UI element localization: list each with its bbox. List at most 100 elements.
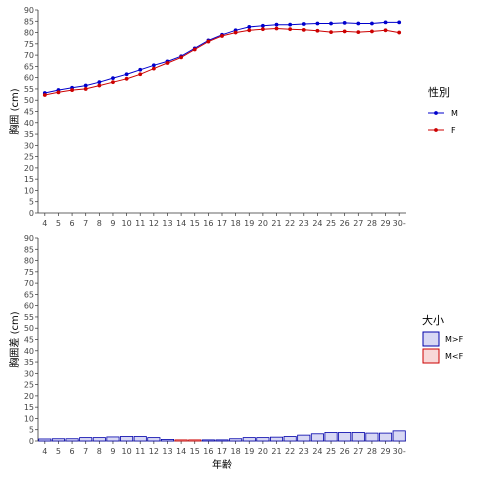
x-tick-label: 4 [42, 447, 47, 456]
x-tick-label: 28 [367, 219, 377, 228]
data-point-M [97, 80, 102, 85]
bar [297, 434, 311, 442]
x-tick-label: 15 [190, 447, 200, 456]
data-point-F [274, 26, 279, 31]
x-ticks: 4 5 6 7 8 9 10 11 12 13 14 15 16 17 18 19 20 21 22 23 24 25 26… [42, 213, 406, 228]
y-tick-label: 55 [24, 85, 34, 94]
data-point-F [179, 55, 184, 60]
x-tick-label: 17 [217, 219, 227, 228]
y-tick-label: 20 [24, 392, 34, 401]
data-point-F [397, 30, 402, 35]
y-tick-label: 60 [24, 74, 34, 83]
data-point-F [220, 34, 224, 38]
bar [160, 439, 175, 442]
x-tick-label: 19 [244, 447, 254, 456]
bar [65, 438, 79, 442]
y-tick-label: 85 [24, 245, 34, 254]
x-tick-label: 12 [149, 219, 159, 228]
y-tick-label: 90 [24, 234, 34, 243]
data-point-F [56, 90, 61, 95]
legend: 大小 M>F M<F [422, 313, 464, 364]
data-point-M [151, 63, 156, 68]
legend-label-F: F [451, 126, 456, 135]
legend-key-point-F [434, 128, 438, 132]
legend-label: M<F [445, 352, 464, 361]
y-tick-label: 50 [24, 96, 34, 105]
data-point-F [151, 66, 156, 71]
bar [365, 432, 379, 442]
y-tick-label: 30 [24, 141, 34, 150]
y-tick-label: 0 [29, 209, 34, 218]
y-tick-label: 50 [24, 324, 34, 333]
data-point-M [288, 22, 293, 27]
x-tick-label: 20 [258, 219, 268, 228]
x-tick-label: 26 [340, 447, 350, 456]
data-point-F [247, 28, 252, 33]
data-point-M [274, 22, 279, 27]
y-tick-label: 90 [24, 6, 34, 15]
y-tick-label: 45 [24, 108, 34, 117]
data-point-M [83, 83, 88, 88]
data-point-M [301, 22, 306, 26]
data-point-M [383, 20, 388, 25]
bar [351, 432, 365, 442]
x-tick-label: 24 [312, 447, 322, 456]
y-tick-label: 80 [24, 29, 34, 38]
x-tick-label: 10 [121, 219, 131, 228]
x-tick-label: 9 [110, 219, 115, 228]
bar [201, 439, 215, 442]
y-tick-label: 15 [24, 403, 34, 412]
legend-key-box [422, 331, 440, 347]
y-tick-label: 65 [24, 62, 34, 71]
legend: 性別 MF [428, 85, 458, 135]
bar [256, 437, 270, 442]
y-axis-title: 胸囲差 (cm) [8, 311, 21, 367]
data-point-M [397, 20, 402, 25]
data-point-F [260, 27, 265, 32]
x-tick-label: 23 [299, 447, 309, 456]
x-tick-label: 6 [70, 219, 75, 228]
data-point-F [83, 87, 88, 91]
x-tick-label: 25 [326, 219, 336, 228]
y-tick-label: 0 [29, 437, 34, 446]
y-tick-label: 40 [24, 347, 34, 356]
y-axis-title: 胸囲 (cm) [8, 88, 21, 134]
x-axis-title: 年齢 [212, 458, 232, 471]
x-tick-label: 27 [353, 219, 363, 228]
y-tick-label: 10 [24, 186, 34, 195]
x-tick-label: 13 [162, 447, 172, 456]
data-point-M [247, 25, 252, 29]
x-tick-label: 6 [70, 447, 75, 456]
y-tick-label: 80 [24, 257, 34, 266]
y-tick-label: 55 [24, 313, 34, 322]
data-point-F [111, 80, 115, 85]
data-point-F [42, 93, 47, 97]
x-tick-label: 11 [135, 447, 145, 456]
series-group [42, 20, 402, 97]
x-tick-label: 16 [203, 219, 213, 228]
bar [188, 439, 202, 442]
y-tick-label: 35 [24, 358, 34, 367]
y-tick-label: 30 [24, 369, 34, 378]
data-point-F [206, 39, 211, 44]
data-point-F [288, 27, 293, 32]
x-tick-label: 29 [380, 219, 390, 228]
y-tick-label: 70 [24, 51, 34, 60]
bar [38, 438, 52, 442]
data-point-F [383, 28, 388, 33]
x-tick-label: 17 [217, 447, 227, 456]
bar [215, 439, 229, 442]
x-tick-label: 5 [56, 447, 61, 456]
y-tick-label: 25 [24, 153, 34, 162]
x-tick-label: 10 [121, 447, 131, 456]
y-tick-label: 35 [24, 130, 34, 139]
data-point-M [342, 20, 347, 25]
y-tick-label: 40 [24, 119, 34, 128]
x-tick-label: 23 [299, 219, 309, 228]
legend-key-box [422, 348, 440, 364]
x-ticks: 4 5 6 7 8 9 10 11 12 13 14 15 16 17 18 19 20 21 22 23 24 25 26… [42, 441, 406, 456]
bar [79, 437, 93, 442]
y-tick-label: 75 [24, 268, 34, 277]
